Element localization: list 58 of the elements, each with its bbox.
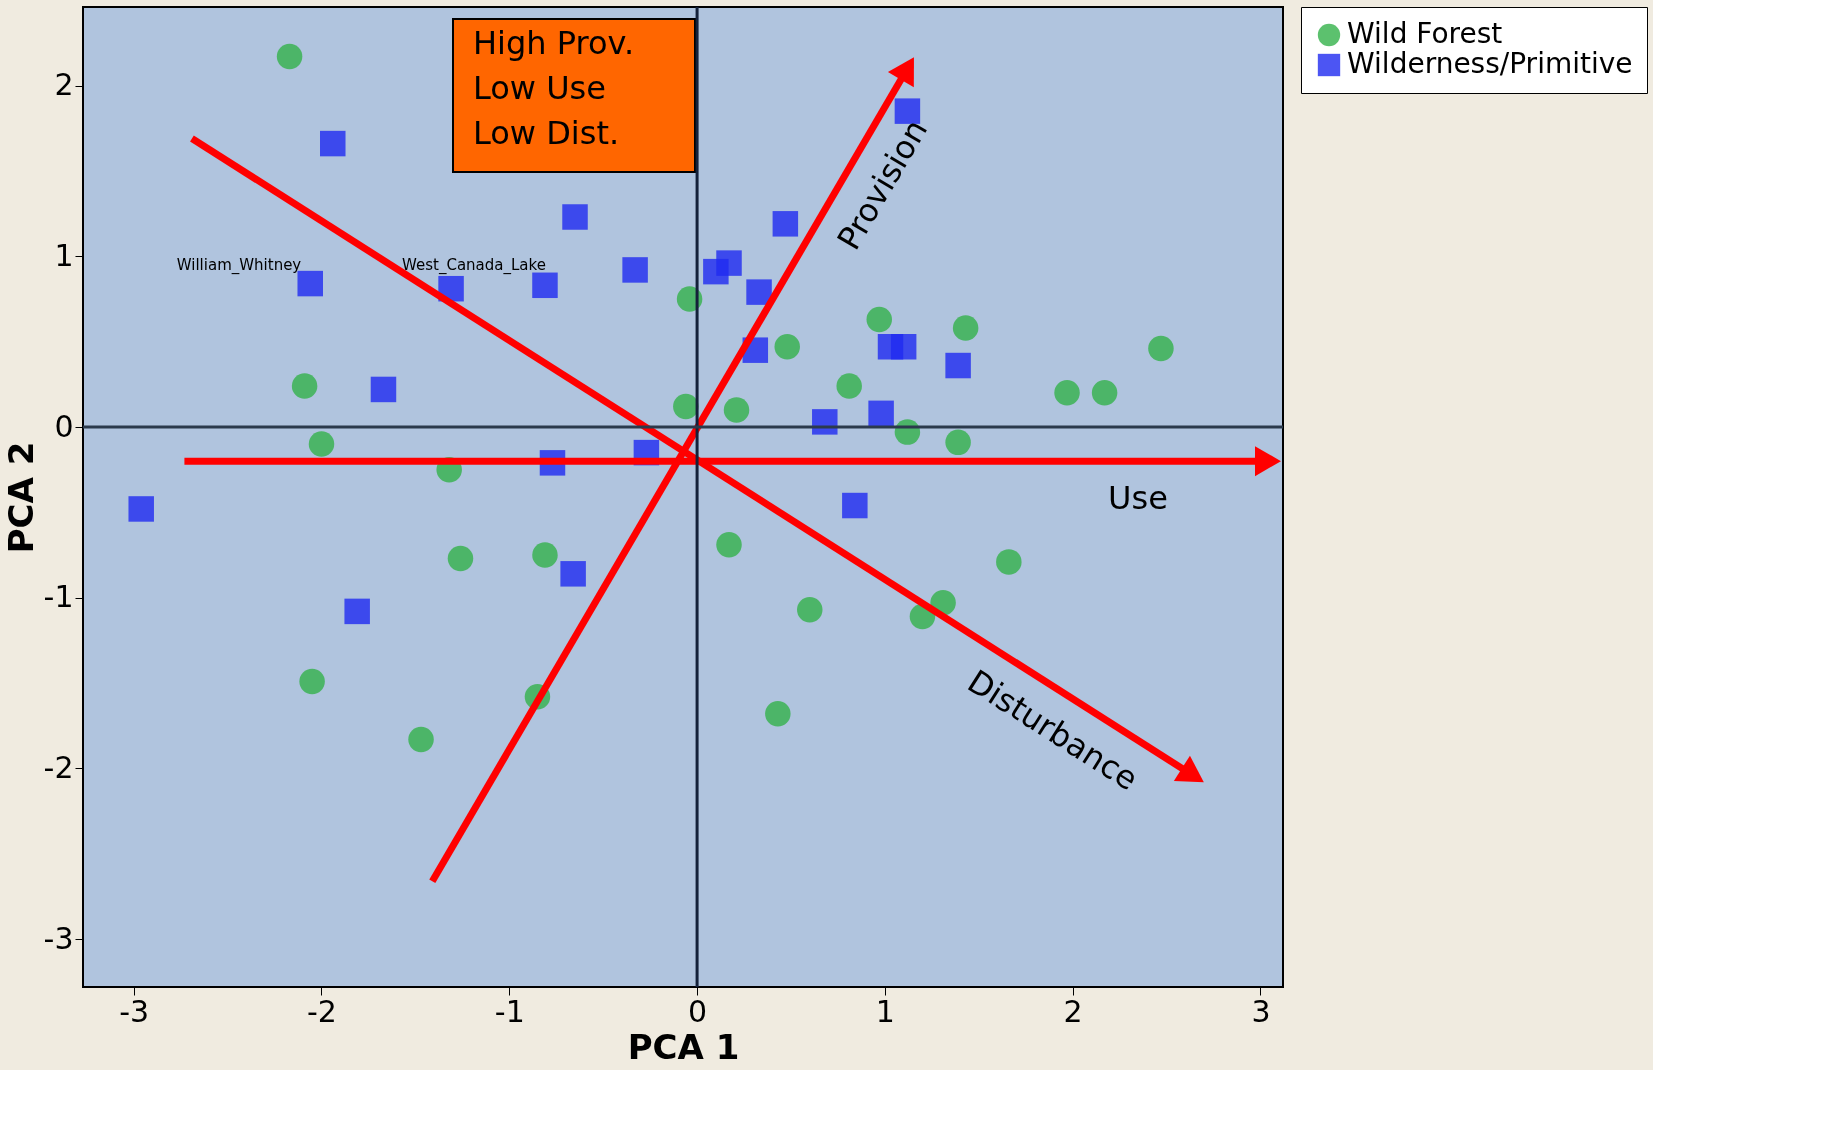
point [716,532,742,558]
point [320,130,346,157]
x-tick-label: 2 [1063,993,1083,1029]
point [945,429,971,456]
legend-label: Wilderness/Primitive [1347,47,1633,80]
y-tick-label: -2 [43,749,74,785]
point [560,561,586,587]
annotation: William_Whitney [176,256,302,275]
point [291,373,318,399]
x-tick-label: -3 [119,993,150,1029]
point [1148,335,1174,362]
x-tick-label: -1 [494,993,525,1029]
point [673,393,699,420]
point [447,545,474,572]
point [532,542,558,568]
x-tick-label: 1 [875,993,895,1029]
point [408,726,434,753]
point [308,431,335,457]
point [562,204,588,230]
legend-label: Wild Forest [1347,17,1503,50]
x-tick-label: 0 [688,993,708,1029]
x-tick-label: -2 [307,993,337,1029]
x-axis-title: PCA 1 [627,1026,740,1067]
point [952,315,979,341]
point [774,334,800,360]
point [945,352,971,379]
point [842,492,868,519]
y-tick-label: -3 [43,920,74,956]
point [894,98,921,124]
y-tick-label: -1 [43,579,74,615]
y-axis-title: PCA 2 [0,441,41,554]
point [128,496,154,522]
point [890,334,917,360]
point [772,211,799,237]
annotation: High Prov. Low Use Low Dist. [473,24,635,152]
point [276,43,303,70]
point [344,598,370,625]
point [868,400,894,427]
point [797,596,823,623]
point [996,549,1022,575]
point [370,376,397,403]
point [746,279,772,305]
series-label: Use [1108,479,1168,518]
y-tick-label: 2 [54,67,74,103]
point [866,306,892,333]
annotation: West_Canada_Lake [402,256,546,275]
point [765,701,791,727]
x-tick-label: 3 [1251,993,1271,1029]
point [1054,380,1080,406]
y-tick-label: 1 [54,237,74,273]
point [716,250,742,276]
point [532,272,558,299]
point [723,397,750,423]
point [1091,380,1118,406]
point [836,373,862,399]
y-tick-label: 0 [54,408,74,444]
point [622,257,648,283]
point [299,668,325,695]
